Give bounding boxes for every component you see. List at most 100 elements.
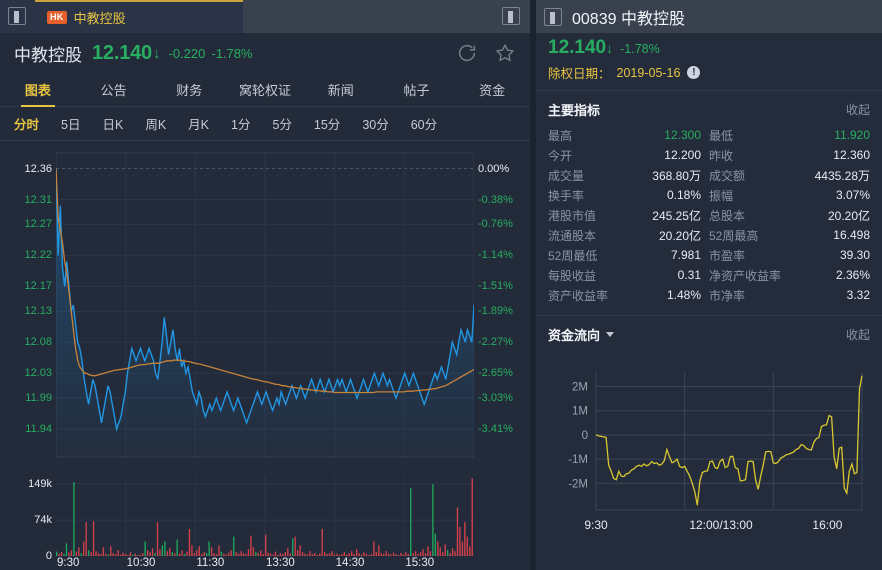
metric-cell: 流通股本 20.20亿 <box>548 227 709 244</box>
metric-label: 总股本 <box>709 208 746 223</box>
metric-label: 港股市值 <box>548 208 597 223</box>
ex-date-label: 除权日期： <box>548 67 611 81</box>
period-5min[interactable]: 5分 <box>272 118 292 132</box>
metric-cell: 昨收 12.360 <box>709 147 870 164</box>
flow-y-tick: 2M <box>572 382 588 394</box>
metric-cell: 成交量 368.80万 <box>548 167 709 184</box>
tab-label: 中教控股 <box>73 11 126 26</box>
metric-label: 换手率 <box>548 188 585 203</box>
window-tab-strip: HK 中教控股 <box>0 0 530 33</box>
volume-y-tick: 74k <box>34 514 52 527</box>
tab-warrants[interactable]: 窝轮权证 <box>239 83 292 98</box>
metric-value: 20.20亿 <box>827 208 870 223</box>
volume-x-tick: 14:30 <box>335 557 365 569</box>
metrics-row: 流通股本 20.20亿 52周最高 16.498 <box>548 225 870 245</box>
flow-collapse-button[interactable]: 收起 <box>845 328 870 342</box>
tab-posts[interactable]: 帖子 <box>403 83 430 98</box>
metric-label: 市净率 <box>709 288 746 303</box>
window-icon-left[interactable] <box>8 7 26 25</box>
price-pct-tick: -2.65% <box>478 367 513 380</box>
period-1min[interactable]: 1分 <box>231 118 251 132</box>
price-pct-tick: -1.51% <box>478 280 513 293</box>
metric-cell: 52周最低 7.981 <box>548 247 709 264</box>
flow-x-tick: 12:00/13:00 <box>689 518 753 532</box>
tab-charts[interactable]: 图表 <box>0 73 76 106</box>
price-chart[interactable]: 12.36 12.31 12.27 12.22 12.17 12.13 12.08 12.03… <box>0 141 530 471</box>
period-daily[interactable]: 日K <box>102 118 124 132</box>
volume-x-tick: 9:30 <box>57 557 80 569</box>
panel-divider[interactable] <box>530 0 536 570</box>
metrics-row: 资产收益率 1.48% 市净率 3.32 <box>548 285 870 305</box>
metric-label: 成交额 <box>709 168 746 183</box>
tab-funds[interactable]: 资金 <box>479 83 506 98</box>
divider-line-2 <box>536 315 882 316</box>
metric-label: 昨收 <box>709 148 734 163</box>
flow-y-tick: -2M <box>568 478 588 490</box>
browser-tab-active[interactable]: HK 中教控股 <box>35 0 243 33</box>
flow-title-text: 资金流向 <box>548 328 601 343</box>
tab-announcements[interactable]: 公告 <box>100 83 127 98</box>
metric-label: 流通股本 <box>548 228 597 243</box>
metrics-table: 最高 12.300 最低 11.920 今开 12.200 昨收 12.360 成交量 368.8… <box>536 125 882 305</box>
period-selector: 分时 5日 日K 周K 月K 1分 5分 15分 30分 60分 <box>0 107 530 141</box>
period-60min[interactable]: 60分 <box>410 118 438 132</box>
metric-cell: 换手率 0.18% <box>548 187 709 204</box>
price-axis-left: 12.36 12.31 12.27 12.22 12.17 12.13 12.08 12.03… <box>0 141 56 471</box>
tab-news[interactable]: 新闻 <box>327 83 354 98</box>
metrics-row: 换手率 0.18% 振幅 3.07% <box>548 185 870 205</box>
price-pct-tick: -3.41% <box>478 423 513 436</box>
metric-cell: 市净率 3.32 <box>709 287 870 304</box>
period-intraday[interactable]: 分时 <box>14 118 40 132</box>
period-monthly[interactable]: 月K <box>188 118 209 132</box>
period-5day[interactable]: 5日 <box>61 118 81 132</box>
metric-label: 资产收益率 <box>548 288 609 303</box>
metric-value: 11.920 <box>834 128 870 142</box>
price-y-tick: 12.03 <box>24 367 52 380</box>
metrics-collapse-button[interactable]: 收起 <box>845 103 870 117</box>
star-icon[interactable] <box>494 42 516 64</box>
fund-flow-chart[interactable]: 2M 1M 0 -1M -2M 9:30 12:00/13:00 16:00 <box>536 350 882 550</box>
metric-cell: 每股收益 0.31 <box>548 267 709 284</box>
metric-label: 净资产收益率 <box>709 268 782 283</box>
metric-cell: 今开 12.200 <box>548 147 709 164</box>
window-icon-right[interactable] <box>502 7 520 25</box>
metric-cell: 资产收益率 1.48% <box>548 287 709 304</box>
flow-x-tick: 9:30 <box>584 518 608 532</box>
volume-x-tick: 11:30 <box>196 557 225 569</box>
metric-value: 4435.28万 <box>814 168 870 183</box>
price-pct-tick: -3.03% <box>478 392 513 405</box>
window-icon-panel[interactable] <box>544 7 562 26</box>
price-direction-arrow: ↓ <box>152 44 161 62</box>
price-y-tick: 11.94 <box>25 423 52 436</box>
period-30min[interactable]: 30分 <box>362 118 389 132</box>
period-weekly[interactable]: 周K <box>145 118 167 132</box>
right-change-percent: -1.78% <box>620 42 660 56</box>
price-y-tick: 12.22 <box>24 249 52 262</box>
chevron-down-icon[interactable] <box>606 332 615 337</box>
left-panel: HK 中教控股 中教控股 12.140 ↓ -0.220 -1.78% <box>0 0 530 570</box>
metric-value: 12.300 <box>664 128 701 142</box>
info-icon[interactable]: ! <box>687 66 701 79</box>
volume-plot <box>56 476 474 556</box>
price-pct-tick: -1.89% <box>478 305 513 318</box>
metric-label: 今开 <box>548 148 573 163</box>
metric-label: 成交量 <box>548 168 585 183</box>
metric-label: 振幅 <box>709 188 734 203</box>
refresh-icon[interactable] <box>456 42 478 64</box>
tab-financials[interactable]: 财务 <box>176 83 203 98</box>
metrics-row: 52周最低 7.981 市盈率 39.30 <box>548 245 870 265</box>
metric-cell: 振幅 3.07% <box>709 187 870 204</box>
price-pct-tick: -2.27% <box>478 336 513 349</box>
period-15min[interactable]: 15分 <box>313 118 341 132</box>
metrics-row: 最高 12.300 最低 11.920 <box>548 125 870 145</box>
price-pct-tick: -0.38% <box>478 193 513 206</box>
price-pct-tick: -0.76% <box>478 218 513 231</box>
right-price: 12.140 <box>548 37 607 58</box>
flow-title: 资金流向 <box>548 325 615 344</box>
price-y-tick: 12.27 <box>24 218 52 231</box>
flow-x-tick: 16:00 <box>812 518 842 532</box>
metric-cell: 52周最高 16.498 <box>709 227 870 244</box>
tab-strip-empty-area <box>243 0 530 33</box>
volume-chart[interactable]: 149k 74k 0 9:30 10:30 11:30 13:30 14:30 15:30 <box>0 471 530 570</box>
price-y-tick: 12.17 <box>24 280 52 293</box>
